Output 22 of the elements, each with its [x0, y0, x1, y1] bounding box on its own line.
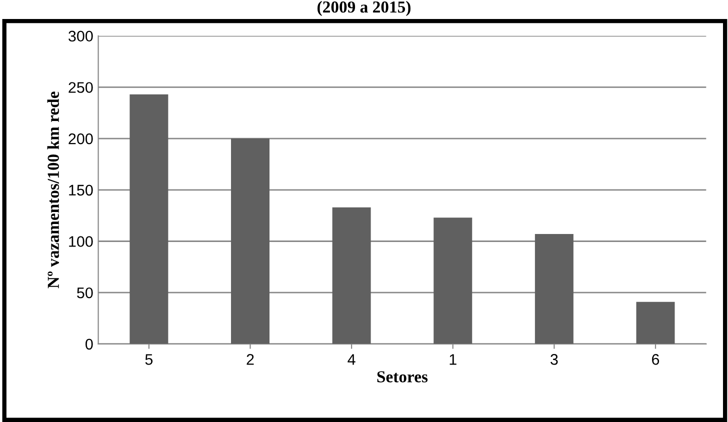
- bar: [231, 138, 270, 344]
- x-tick-label: 3: [550, 354, 558, 365]
- y-tick-label: 300: [68, 30, 93, 42]
- bar: [636, 302, 675, 344]
- x-tick-label: 2: [246, 354, 254, 365]
- y-tick-label: 150: [69, 184, 93, 196]
- x-tick-label: 1: [450, 354, 456, 365]
- bar: [130, 94, 168, 344]
- x-tick-label: 6: [652, 354, 660, 365]
- y-tick-label: 200: [68, 133, 93, 144]
- bar: [434, 218, 472, 344]
- chart-title: (2009 a 2015): [318, 0, 410, 16]
- y-tick-label: 50: [77, 287, 93, 298]
- y-tick-label: 100: [69, 236, 93, 247]
- x-axis-title: Setores: [377, 371, 428, 382]
- bar: [534, 234, 574, 344]
- bar: [332, 207, 371, 344]
- x-tick-label: 5: [145, 354, 153, 365]
- y-tick-label: 250: [68, 82, 93, 93]
- y-axis-title: Nº vazamentos/100 km rede: [47, 92, 59, 288]
- y-tick-label: 0: [86, 338, 93, 350]
- x-tick-label: 4: [348, 354, 356, 365]
